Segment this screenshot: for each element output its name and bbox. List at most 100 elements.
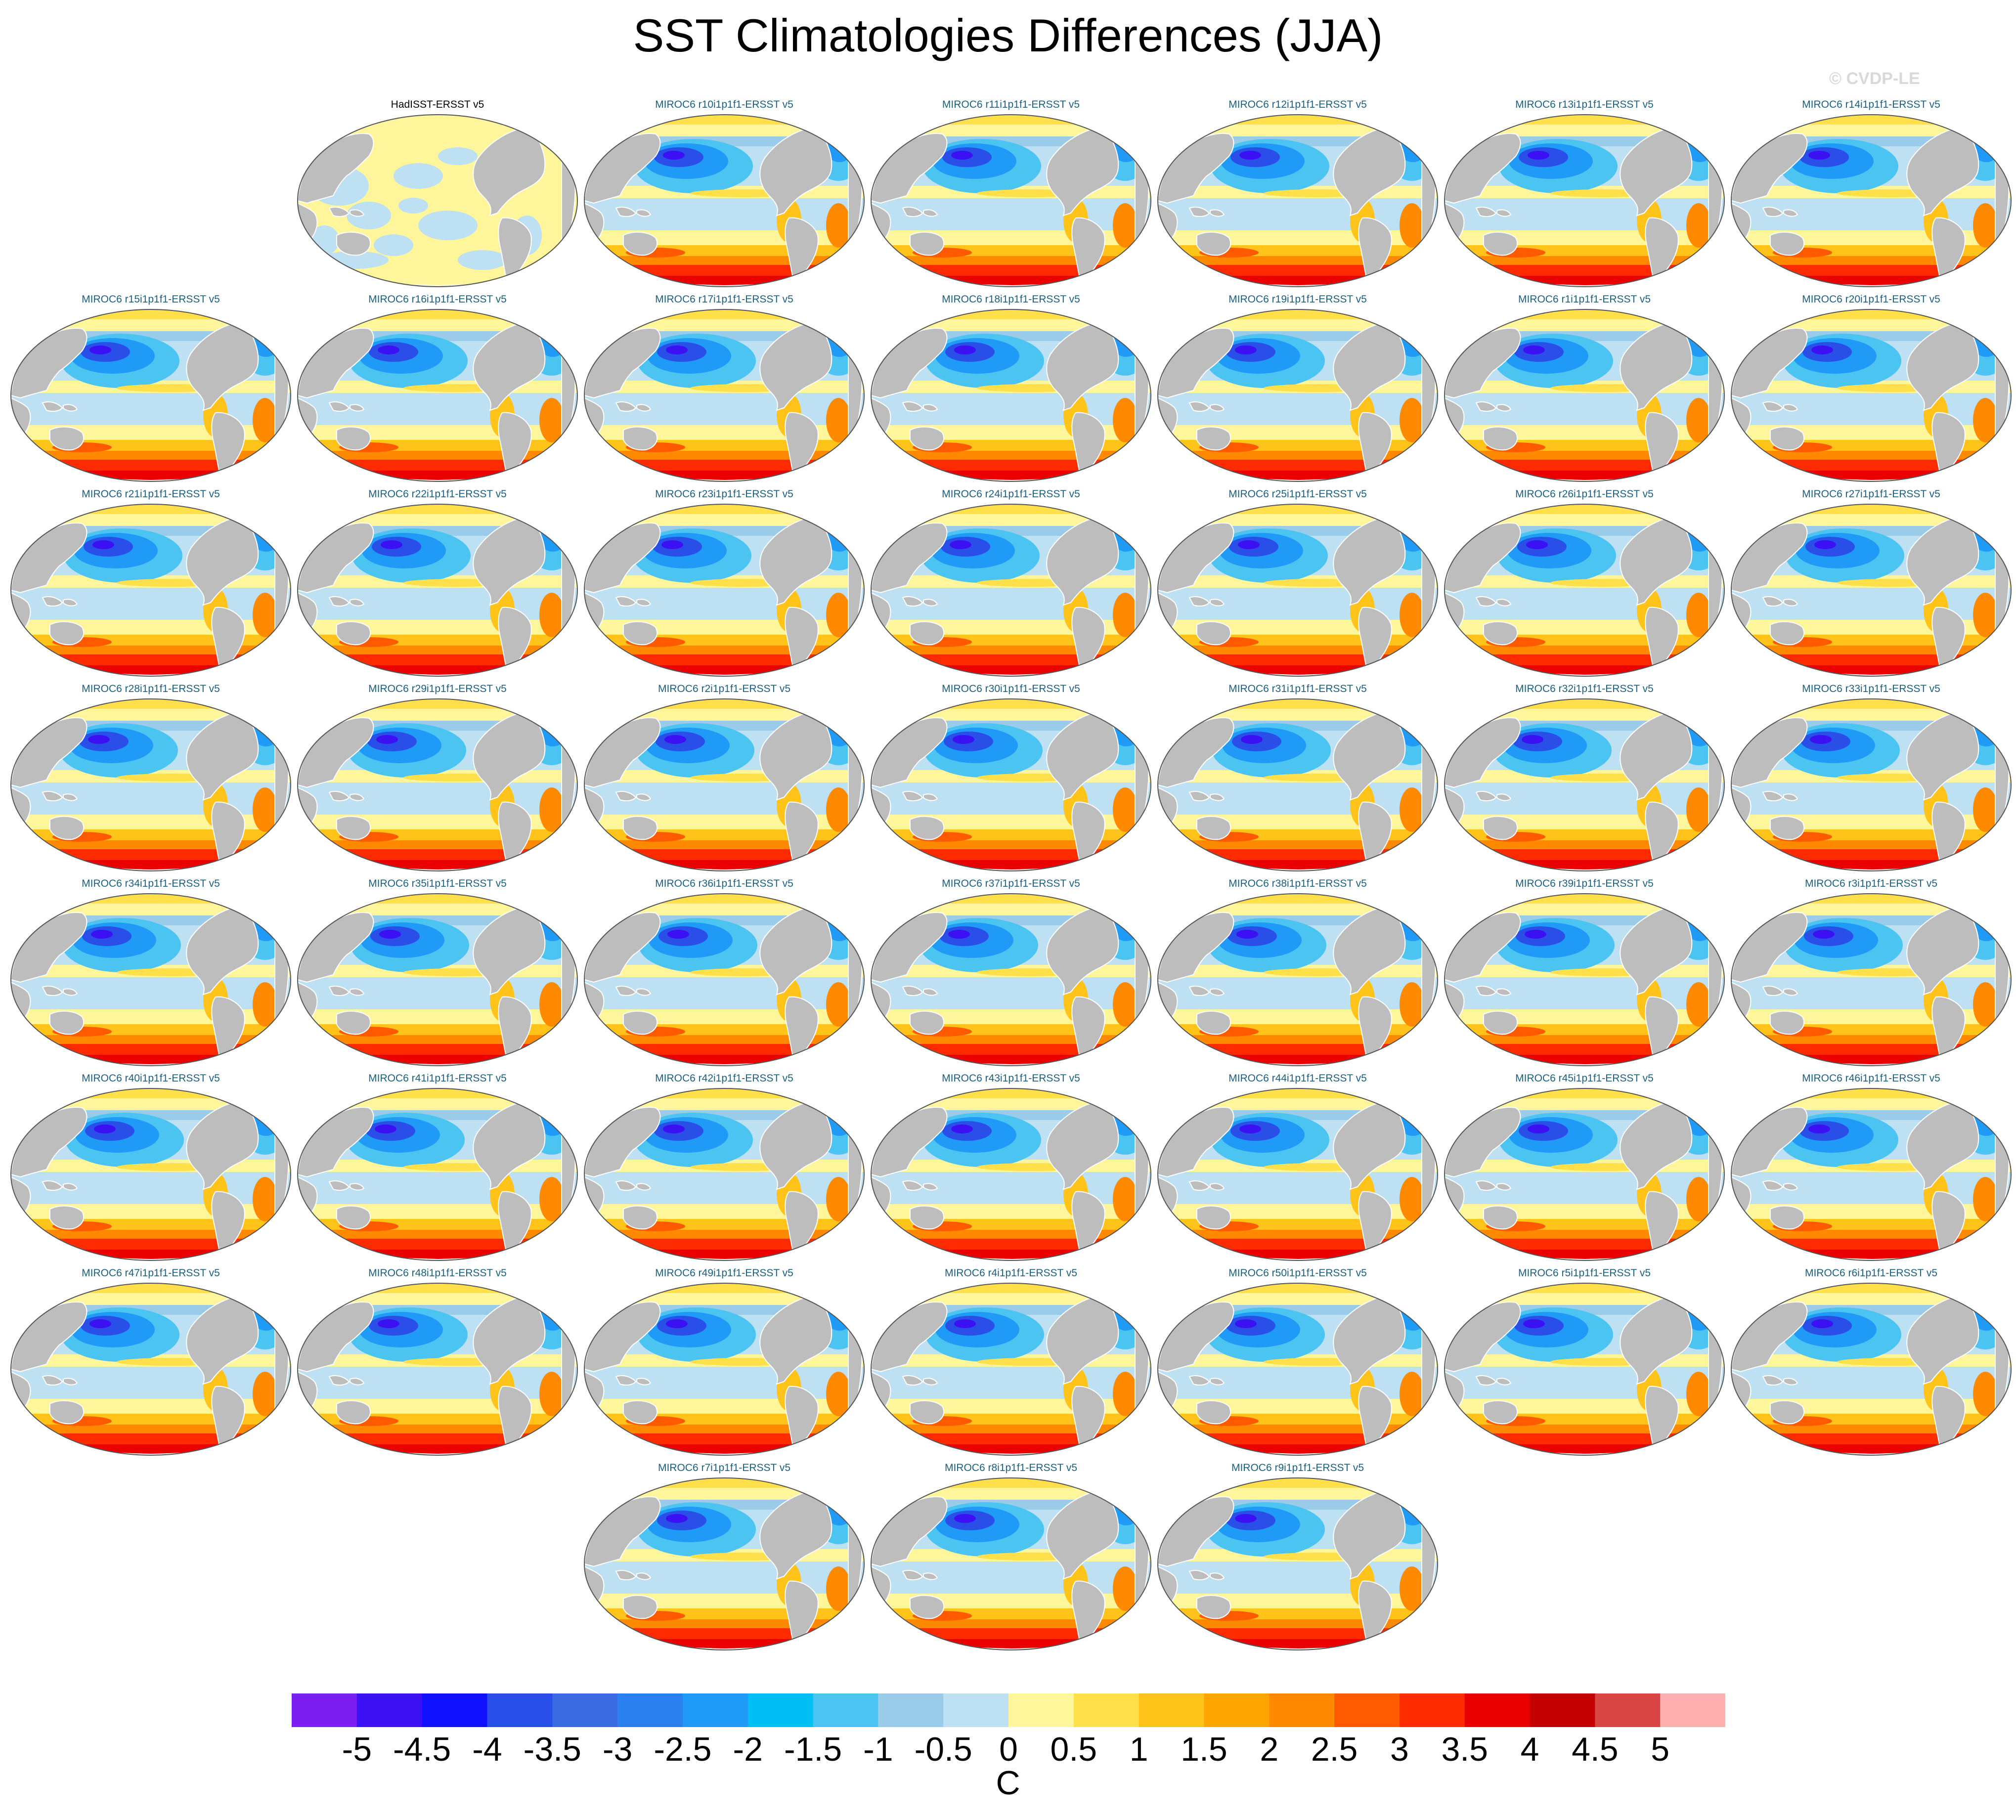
panel-title: MIROC6 r35i1p1f1-ERSST v5 (368, 878, 507, 889)
panel-title: MIROC6 r33i1p1f1-ERSST v5 (1802, 683, 1940, 694)
panel-title: MIROC6 r43i1p1f1-ERSST v5 (942, 1073, 1080, 1084)
colorbar-tick-label: 2 (1260, 1731, 1279, 1768)
panel-title: MIROC6 r32i1p1f1-ERSST v5 (1515, 683, 1654, 694)
colorbar-swatch (1269, 1693, 1335, 1727)
colorbar-tick-label: 2.5 (1311, 1731, 1358, 1768)
colorbar-swatch (747, 1693, 814, 1727)
colorbar-swatch (356, 1693, 423, 1727)
figure-title: SST Climatologies Differences (JJA) (633, 9, 1383, 61)
colorbar-tick-label: -3.5 (523, 1731, 581, 1768)
panel-title: MIROC6 r24i1p1f1-ERSST v5 (942, 488, 1080, 500)
map-panel: MIROC6 r44i1p1f1-ERSST v5 (1155, 1073, 1441, 1265)
sst-difference-map (1444, 893, 1725, 1066)
map-panel: MIROC6 r49i1p1f1-ERSST v5 (581, 1267, 867, 1460)
panel-title: MIROC6 r28i1p1f1-ERSST v5 (82, 683, 220, 694)
panel-title: MIROC6 r45i1p1f1-ERSST v5 (1515, 1073, 1654, 1084)
sst-difference-map (871, 1283, 1151, 1456)
map-panel: MIROC6 r18i1p1f1-ERSST v5 (868, 294, 1154, 486)
panel-title: MIROC6 r23i1p1f1-ERSST v5 (655, 488, 793, 500)
sst-difference-map (584, 1283, 865, 1456)
colorbar-tick-label: -3 (602, 1731, 633, 1768)
panel-title: MIROC6 r11i1p1f1-ERSST v5 (942, 99, 1080, 110)
panel-title: MIROC6 r2i1p1f1-ERSST v5 (657, 683, 791, 694)
colorbar-tick-label: 3.5 (1441, 1731, 1488, 1768)
sst-difference-map (1731, 1283, 2012, 1456)
panel-title: MIROC6 r31i1p1f1-ERSST v5 (1228, 683, 1367, 694)
map-panel: MIROC6 r45i1p1f1-ERSST v5 (1442, 1073, 1727, 1265)
map-panel: MIROC6 r6i1p1f1-ERSST v5 (1728, 1267, 2014, 1460)
colorbar-swatch (1595, 1693, 1661, 1727)
map-panel: MIROC6 r47i1p1f1-ERSST v5 (8, 1267, 294, 1460)
colorbar-swatch (552, 1693, 618, 1727)
map-panel: MIROC6 r28i1p1f1-ERSST v5 (8, 683, 294, 876)
colorbar-swatch (1204, 1693, 1270, 1727)
colorbar-tick-label: -0.5 (914, 1731, 972, 1768)
colorbar-tick-label: 4.5 (1572, 1731, 1619, 1768)
panel-title: MIROC6 r8i1p1f1-ERSST v5 (944, 1462, 1078, 1473)
sst-difference-map (871, 114, 1151, 287)
panel-title: MIROC6 r38i1p1f1-ERSST v5 (1228, 878, 1367, 889)
panel-title: MIROC6 r9i1p1f1-ERSST v5 (1231, 1462, 1364, 1473)
map-panels-grid: HadISST-ERSST v5 MIROC6 r10i1p1f1-ERSST v… (8, 99, 2014, 1655)
colorbar-tick-label: 4 (1520, 1731, 1539, 1768)
map-panel: MIROC6 r26i1p1f1-ERSST v5 (1442, 488, 1727, 681)
map-panel: MIROC6 r29i1p1f1-ERSST v5 (295, 683, 580, 876)
panel-title: MIROC6 r29i1p1f1-ERSST v5 (368, 683, 507, 694)
sst-difference-map (297, 698, 578, 871)
map-panel: MIROC6 r39i1p1f1-ERSST v5 (1442, 878, 1727, 1071)
sst-difference-map (297, 504, 578, 677)
sst-difference-map (584, 504, 865, 677)
map-panel: MIROC6 r1i1p1f1-ERSST v5 (1442, 294, 1727, 486)
panel-title: MIROC6 r27i1p1f1-ERSST v5 (1802, 488, 1940, 500)
colorbar-swatch (487, 1693, 553, 1727)
sst-difference-map (1444, 114, 1725, 287)
sst-difference-map (1157, 504, 1438, 677)
panel-title: MIROC6 r4i1p1f1-ERSST v5 (944, 1267, 1078, 1279)
map-panel: MIROC6 r11i1p1f1-ERSST v5 (868, 99, 1154, 292)
sst-difference-map (584, 698, 865, 871)
sst-difference-map (10, 1283, 291, 1456)
colorbar-tick-label: 3 (1390, 1731, 1409, 1768)
map-panel: MIROC6 r48i1p1f1-ERSST v5 (295, 1267, 580, 1460)
sst-difference-map (871, 1477, 1151, 1650)
map-panel: MIROC6 r34i1p1f1-ERSST v5 (8, 878, 294, 1071)
colorbar-swatch (878, 1693, 944, 1727)
colorbar-tick-label: -4 (472, 1731, 502, 1768)
colorbar-swatch (617, 1693, 683, 1727)
colorbar-swatch (943, 1693, 1009, 1727)
panel-title: MIROC6 r17i1p1f1-ERSST v5 (655, 294, 793, 305)
panel-title: MIROC6 r7i1p1f1-ERSST v5 (657, 1462, 791, 1473)
colorbar-tick-label: -1 (863, 1731, 893, 1768)
map-panel: MIROC6 r12i1p1f1-ERSST v5 (1155, 99, 1441, 292)
colorbar-tick-label: 1 (1129, 1731, 1148, 1768)
map-panel: MIROC6 r42i1p1f1-ERSST v5 (581, 1073, 867, 1265)
map-panel: MIROC6 r31i1p1f1-ERSST v5 (1155, 683, 1441, 876)
sst-difference-map (871, 309, 1151, 482)
sst-difference-map (1731, 504, 2012, 677)
colorbar (292, 1693, 1725, 1727)
map-panel: MIROC6 r8i1p1f1-ERSST v5 (868, 1462, 1154, 1655)
map-panel: MIROC6 r22i1p1f1-ERSST v5 (295, 488, 580, 681)
colorbar-swatch (1399, 1693, 1465, 1727)
panel-title: MIROC6 r14i1p1f1-ERSST v5 (1802, 99, 1940, 110)
sst-difference-map (1157, 698, 1438, 871)
map-panel: MIROC6 r16i1p1f1-ERSST v5 (295, 294, 580, 486)
sst-difference-map (1157, 1477, 1438, 1650)
colorbar-tick-label: 5 (1651, 1731, 1670, 1768)
panel-title: MIROC6 r41i1p1f1-ERSST v5 (368, 1073, 507, 1084)
sst-difference-map (297, 309, 578, 482)
panel-title: HadISST-ERSST v5 (391, 99, 484, 110)
map-panel: MIROC6 r19i1p1f1-ERSST v5 (1155, 294, 1441, 486)
sst-difference-map (1444, 1283, 1725, 1456)
panel-title: MIROC6 r50i1p1f1-ERSST v5 (1228, 1267, 1367, 1279)
panel-title: MIROC6 r19i1p1f1-ERSST v5 (1228, 294, 1367, 305)
sst-difference-map (10, 309, 291, 482)
map-panel: MIROC6 r24i1p1f1-ERSST v5 (868, 488, 1154, 681)
panel-title: MIROC6 r42i1p1f1-ERSST v5 (655, 1073, 793, 1084)
panel-title: MIROC6 r47i1p1f1-ERSST v5 (82, 1267, 220, 1279)
sst-difference-map (1444, 698, 1725, 871)
map-panel: MIROC6 r40i1p1f1-ERSST v5 (8, 1073, 294, 1265)
sst-difference-map (1157, 1088, 1438, 1261)
sst-difference-map (1157, 893, 1438, 1066)
map-panel: MIROC6 r5i1p1f1-ERSST v5 (1442, 1267, 1727, 1460)
